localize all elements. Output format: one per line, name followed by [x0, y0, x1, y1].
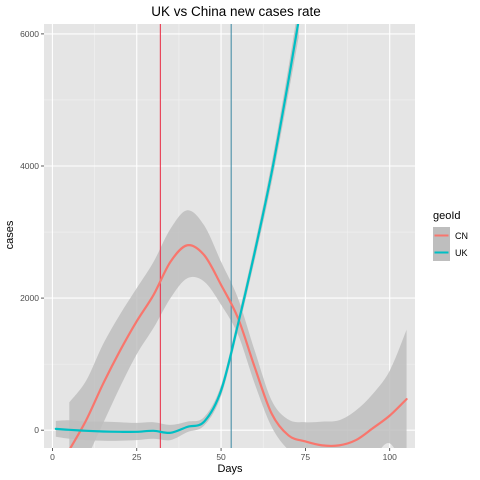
y-axis-ticks: 0 2000 4000 6000	[20, 29, 44, 435]
legend-label-uk: UK	[455, 248, 468, 258]
x-tick-label: 0	[50, 452, 55, 462]
series-line-cn	[69, 243, 408, 448]
x-axis-ticks: 0 25 50 75 100	[50, 448, 397, 462]
y-axis-title: cases	[4, 220, 16, 249]
legend-title: geoId	[433, 210, 461, 222]
x-tick-label: 100	[383, 452, 397, 462]
plot-panel	[44, 24, 415, 448]
y-tick-label: 4000	[20, 161, 39, 171]
x-axis-title: Days	[217, 463, 243, 475]
x-tick-label: 25	[132, 452, 142, 462]
y-tick-label: 0	[34, 425, 39, 435]
reference-lines	[159, 24, 232, 448]
series-lines	[54, 24, 408, 448]
x-tick-label: 50	[216, 452, 226, 462]
legend-label-cn: CN	[455, 231, 468, 241]
chart-title: UK vs China new cases rate	[151, 4, 321, 19]
x-tick-label: 75	[301, 452, 311, 462]
y-tick-label: 6000	[20, 29, 39, 39]
y-tick-label: 2000	[20, 293, 39, 303]
legend-items: CN UK	[433, 227, 468, 261]
series-line-uk	[54, 24, 300, 435]
legend: geoId CN UK	[433, 210, 468, 261]
